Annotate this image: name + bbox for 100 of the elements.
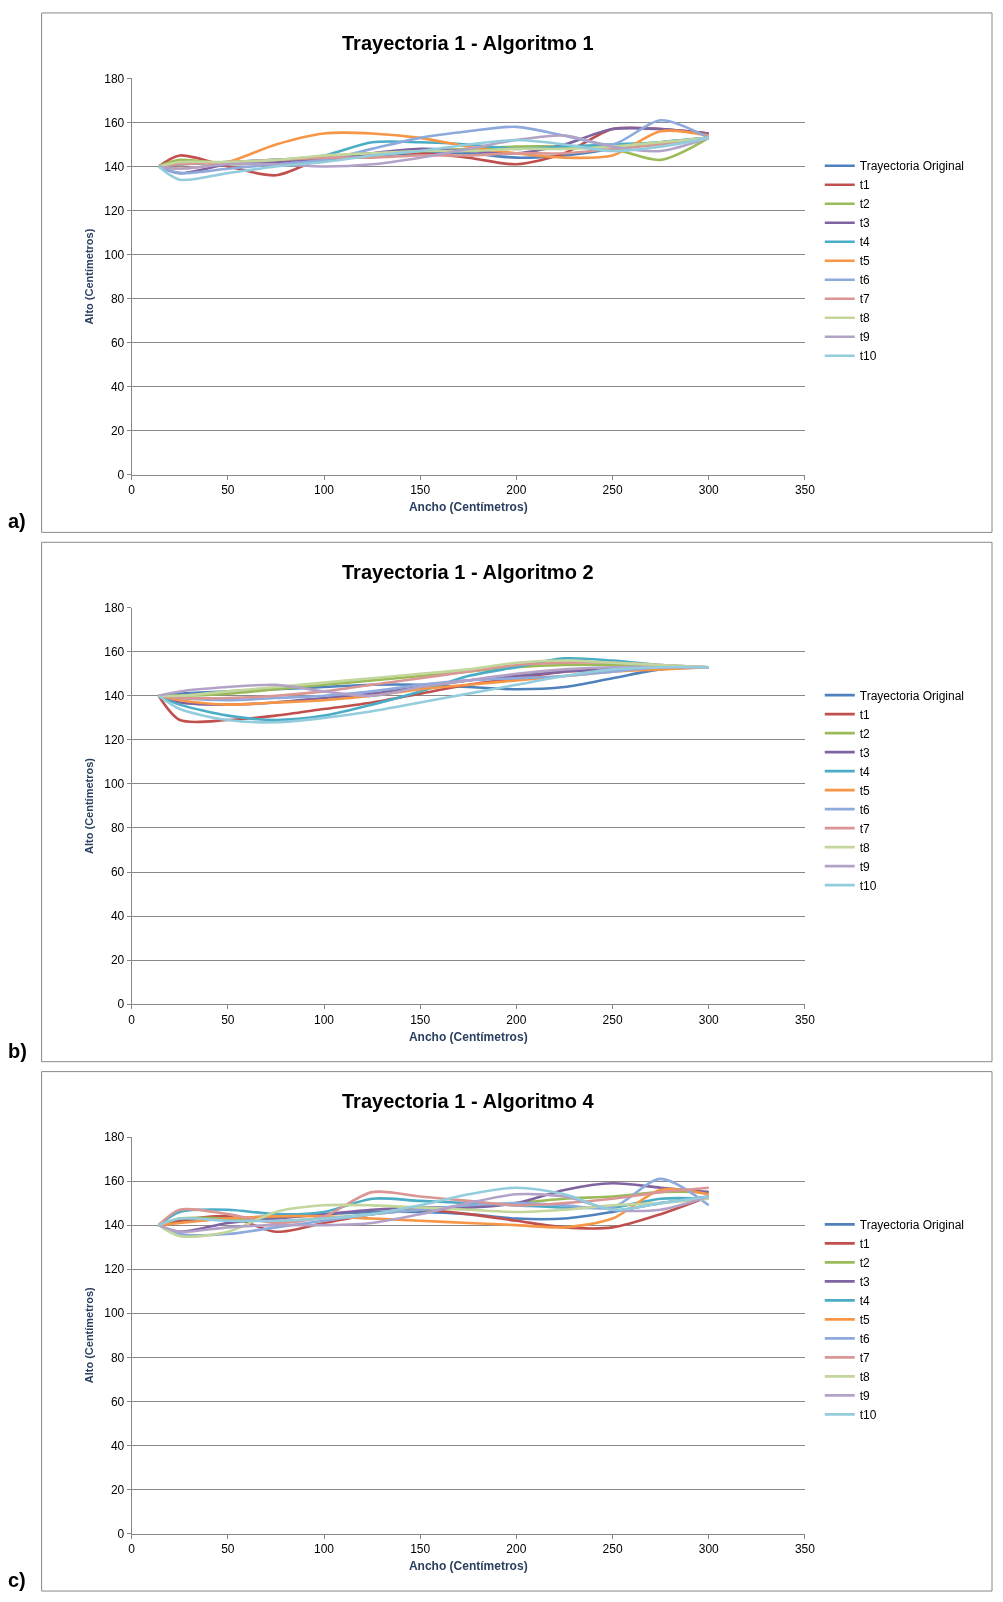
legend-label: t4	[859, 1294, 871, 1309]
legend-label: t9	[859, 1389, 871, 1404]
x-tick-label: 100	[314, 1541, 335, 1556]
legend-label: t8	[859, 840, 871, 855]
x-tick-label: 0	[128, 1012, 136, 1027]
x-tick-label: 300	[698, 1541, 720, 1556]
legend-label: Trayectoria Original	[859, 688, 965, 703]
y-tick-label: 40	[110, 379, 125, 394]
legend-label: t2	[859, 197, 871, 212]
x-tick-label: 50	[221, 1012, 235, 1027]
legend-label: t5	[859, 1313, 871, 1328]
legend-label: t4	[859, 235, 871, 250]
x-tick-label: 100	[314, 483, 335, 498]
legend-label: t5	[859, 783, 871, 798]
legend-label: t8	[859, 311, 871, 326]
legend-label: t2	[859, 726, 871, 741]
legend-label: t1	[859, 1237, 871, 1252]
legend-label: t4	[859, 764, 871, 779]
legend-label: t7	[859, 1351, 871, 1366]
chart-title: Trayectoria 1 - Algoritmo 2	[342, 561, 594, 583]
y-tick-label: 80	[110, 821, 125, 836]
legend-label: t5	[859, 254, 871, 269]
x-tick-label: 250	[602, 1012, 623, 1027]
x-tick-label: 250	[602, 483, 623, 498]
legend-label: t1	[859, 178, 871, 193]
legend-label: t2	[859, 1256, 871, 1271]
legend-label: Trayectoria Original	[859, 1218, 965, 1233]
y-tick-label: 100	[104, 247, 125, 262]
x-tick-label: 150	[410, 1541, 431, 1556]
y-tick-label: 160	[104, 1174, 125, 1189]
x-tick-label: 200	[506, 483, 527, 498]
legend-label: t3	[859, 216, 871, 231]
y-tick-label: 160	[104, 644, 125, 659]
y-tick-label: 0	[117, 1526, 125, 1541]
x-tick-label: 150	[410, 483, 431, 498]
chart-title: Trayectoria 1 - Algoritmo 4	[342, 1090, 595, 1112]
x-tick-label: 100	[314, 1012, 335, 1027]
y-tick-label: 0	[117, 468, 125, 483]
y-tick-label: 180	[104, 600, 125, 615]
y-tick-label: 60	[110, 335, 125, 350]
x-tick-label: 350	[794, 1012, 816, 1027]
y-tick-label: 20	[110, 424, 125, 439]
x-axis-title: Ancho (Centímetros)	[408, 1029, 528, 1044]
legend-label: t3	[859, 745, 871, 760]
x-tick-label: 200	[506, 1012, 527, 1027]
x-tick-label: 200	[506, 1541, 527, 1556]
y-tick-label: 60	[110, 1394, 125, 1409]
y-tick-label: 120	[104, 203, 125, 218]
y-tick-label: 20	[110, 953, 125, 968]
x-axis-title: Ancho (Centímetros)	[408, 1558, 528, 1573]
y-axis-title: Alto (Centímetros)	[82, 1286, 95, 1384]
y-axis-title: Alto (Centímetros)	[82, 757, 95, 854]
legend-label: t8	[859, 1370, 871, 1385]
x-tick-label: 250	[602, 1541, 623, 1556]
y-tick-label: 100	[104, 1306, 125, 1321]
x-tick-label: 150	[410, 1012, 431, 1027]
text: b)	[8, 1040, 27, 1062]
y-tick-label: 0	[117, 997, 125, 1012]
y-tick-label: 140	[104, 689, 125, 704]
y-tick-label: 180	[104, 1130, 125, 1145]
legend-label: t7	[859, 292, 871, 307]
x-tick-label: 0	[128, 483, 136, 498]
y-tick-label: 140	[104, 159, 125, 174]
legend-label: t9	[859, 330, 871, 345]
legend-label: t1	[859, 707, 871, 722]
legend-label: t6	[859, 1332, 871, 1347]
x-tick-label: 350	[794, 1541, 816, 1556]
legend-label: Trayectoria Original	[859, 159, 965, 174]
y-tick-label: 120	[104, 733, 125, 748]
y-tick-label: 60	[110, 865, 125, 880]
text: c)	[8, 1569, 26, 1591]
legend-label: t10	[859, 1408, 877, 1423]
y-tick-label: 160	[104, 115, 125, 130]
y-axis-title: Alto (Centímetros)	[82, 228, 95, 325]
legend-label: t9	[859, 859, 871, 874]
y-tick-label: 180	[104, 71, 125, 86]
y-tick-label: 120	[104, 1262, 125, 1277]
legend-label: t10	[859, 878, 877, 893]
x-tick-label: 300	[698, 483, 720, 498]
y-tick-label: 100	[104, 777, 125, 792]
x-tick-label: 50	[221, 1541, 235, 1556]
x-tick-label: 0	[128, 1541, 136, 1556]
y-tick-label: 80	[110, 1350, 125, 1365]
y-tick-label: 40	[110, 1438, 125, 1453]
legend-label: t6	[859, 273, 871, 288]
y-tick-label: 20	[110, 1482, 125, 1497]
y-tick-label: 80	[110, 291, 125, 306]
x-axis-title: Ancho (Centímetros)	[408, 500, 528, 515]
line-series	[157, 136, 711, 182]
legend-label: t6	[859, 802, 871, 817]
x-tick-label: 350	[794, 483, 816, 498]
legend-label: t10	[859, 349, 877, 364]
text: a)	[8, 510, 26, 532]
x-tick-label: 300	[698, 1012, 720, 1027]
y-tick-label: 140	[104, 1218, 125, 1233]
legend-label: t3	[859, 1275, 871, 1290]
x-tick-label: 50	[221, 483, 235, 498]
y-tick-label: 40	[110, 909, 125, 924]
chart-title: Trayectoria 1 - Algoritmo 1	[342, 32, 594, 54]
legend-label: t7	[859, 821, 871, 836]
